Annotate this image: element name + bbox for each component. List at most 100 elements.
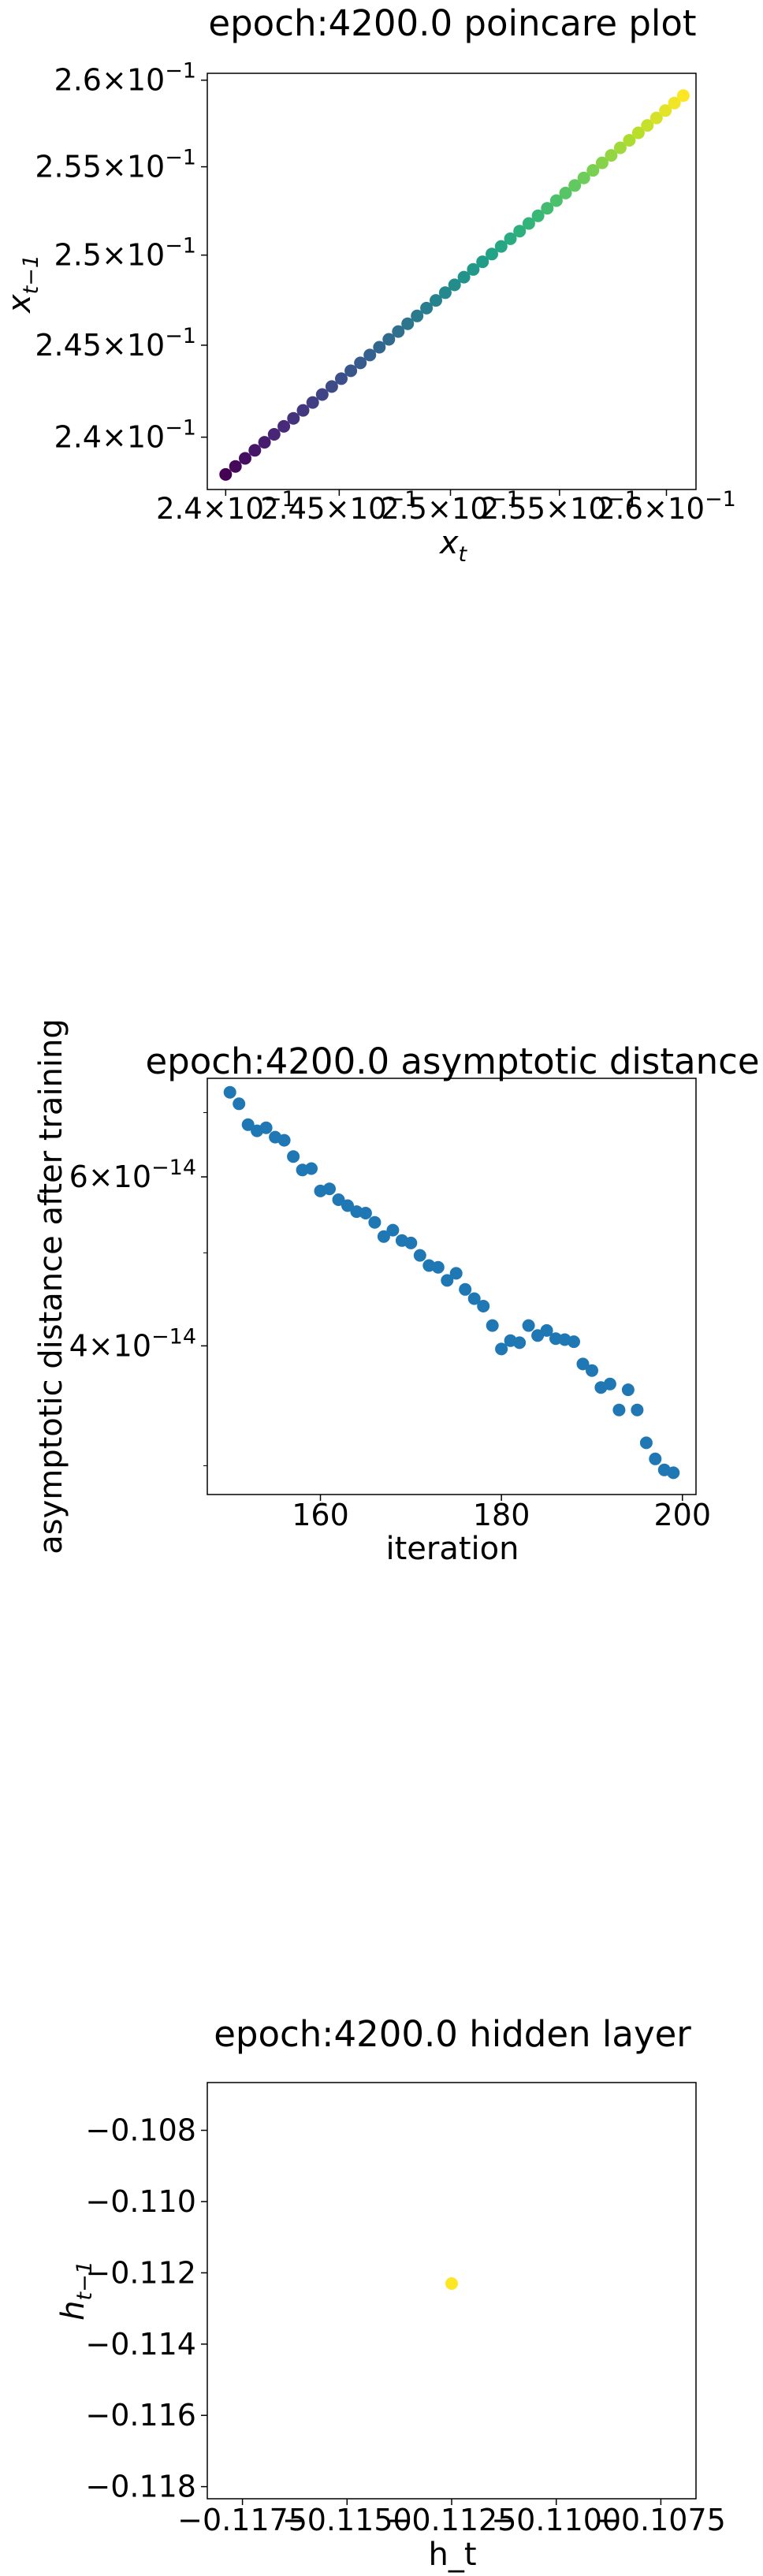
poincare-title: epoch:4200.0 poincare plot — [208, 2, 696, 44]
hidden-layer-x-ticks: −0.1175−0.1150−0.1125−0.1100−0.1075 — [177, 2499, 726, 2537]
asymptotic-point — [305, 1162, 318, 1175]
asymptotic-point — [621, 1383, 635, 1397]
hidden-layer-x-tick-label: −0.1175 — [177, 2503, 307, 2537]
poincare-y-label: xt−1 — [2, 255, 43, 315]
asymptotic-point — [603, 1377, 616, 1390]
asymptotic-x-tick-label: 200 — [654, 1498, 712, 1532]
poincare-point — [513, 225, 527, 238]
poincare-point — [392, 325, 405, 338]
poincare-y-ticks: 2.4×10−1 2.45×10−1 2.5×10−1 2.55×10−1 2.6×10… — [35, 59, 207, 455]
asymptotic-x-tick-label: 180 — [473, 1498, 530, 1532]
asymptotic-point — [277, 1134, 291, 1147]
poincare-point — [522, 217, 535, 230]
poincare-point — [649, 111, 663, 125]
poincare-point — [613, 141, 627, 154]
hidden-layer-y-ticks: −0.108 −0.110 −0.112 −0.114 −0.116 −0.118 — [85, 2113, 207, 2504]
poincare-point — [287, 411, 300, 425]
hidden-layer-y-tick-label: −0.118 — [85, 2470, 196, 2504]
poincare-point — [676, 89, 690, 102]
asymptotic-point — [568, 1335, 580, 1349]
asymptotic-point — [486, 1319, 499, 1332]
asymptotic-point — [639, 1436, 653, 1450]
hidden-layer-y-label: ht−1 — [55, 2261, 97, 2321]
poincare-point — [363, 348, 377, 362]
poincare-point — [631, 126, 645, 140]
asymptotic-point — [233, 1097, 246, 1111]
asymptotic-points — [223, 1085, 680, 1480]
asymptotic-point — [449, 1267, 463, 1280]
asymptotic-x-tick-label: 160 — [292, 1498, 349, 1532]
hidden-layer-y-tick-label: −0.112 — [85, 2255, 196, 2290]
poincare-point — [401, 317, 415, 330]
poincare-x-tick-label: 2.55×10−1 — [481, 487, 638, 526]
poincare-point — [486, 248, 498, 261]
poincare-point — [315, 388, 329, 401]
poincare-chart: epoch:4200.0 poincare plot 2.4×10−12.45×… — [2, 2, 736, 567]
poincare-point — [229, 460, 242, 473]
poincare-point — [595, 156, 609, 169]
asymptotic-point — [341, 1199, 354, 1212]
hidden-layer-title: epoch:4200.0 hidden layer — [214, 2013, 691, 2055]
asymptotic-point — [495, 1342, 508, 1356]
poincare-point — [623, 134, 636, 147]
poincare-points — [219, 89, 690, 481]
poincare-x-tick-label: 2.45×10−1 — [260, 487, 418, 526]
poincare-y-tick-label: 2.4×10−1 — [54, 416, 196, 455]
poincare-point — [494, 240, 508, 253]
poincare-point — [344, 364, 358, 378]
asymptotic-point — [241, 1118, 255, 1131]
poincare-point — [541, 202, 554, 215]
asymptotic-point — [377, 1230, 390, 1243]
asymptotic-point — [631, 1403, 644, 1416]
poincare-point — [586, 164, 600, 177]
poincare-point — [568, 179, 582, 192]
poincare-x-ticks: 2.4×10−12.45×10−12.5×10−12.55×10−12.6×10… — [156, 487, 736, 526]
asymptotic-y-tick-label: 6×10−14 — [69, 1156, 196, 1194]
poincare-point — [306, 396, 319, 409]
poincare-point — [476, 255, 489, 269]
asymptotic-point — [522, 1319, 535, 1332]
poincare-point — [668, 96, 681, 110]
asymptotic-point — [287, 1150, 300, 1163]
asymptotic-point — [332, 1193, 345, 1206]
poincare-x-tick-label: 2.6×10−1 — [597, 487, 736, 526]
asymptotic-point — [540, 1323, 553, 1337]
asymptotic-point — [431, 1260, 445, 1274]
poincare-point — [438, 286, 452, 300]
asymptotic-point — [612, 1403, 626, 1416]
asymptotic-plot-area — [207, 1078, 697, 1495]
hidden-layer-y-tick-label: −0.110 — [85, 2184, 196, 2219]
poincare-point — [641, 119, 654, 132]
asymptotic-point — [404, 1236, 418, 1249]
poincare-point — [335, 372, 348, 385]
hidden-layer-x-tick-label: −0.1125 — [387, 2503, 517, 2537]
asymptotic-point — [467, 1292, 481, 1305]
asymptotic-point — [386, 1223, 400, 1237]
poincare-point — [267, 428, 281, 441]
asymptotic-point — [359, 1207, 372, 1219]
poincare-point — [420, 301, 434, 315]
asymptotic-point — [667, 1466, 680, 1480]
hidden-layer-y-tick-label: −0.108 — [85, 2113, 196, 2148]
hidden-layer-plot-area — [207, 2082, 697, 2500]
poincare-point — [277, 419, 291, 433]
asymptotic-point — [413, 1249, 426, 1262]
asymptotic-point — [477, 1300, 490, 1312]
asymptotic-point — [259, 1121, 273, 1134]
poincare-point — [448, 278, 461, 292]
asymptotic-title: epoch:4200.0 asymptotic distance — [145, 1040, 759, 1082]
poincare-point — [296, 404, 310, 417]
asymptotic-point — [368, 1215, 382, 1229]
poincare-x-label: xt — [438, 525, 468, 567]
poincare-point — [411, 309, 424, 322]
hidden-layer-points — [445, 2277, 458, 2290]
asymptotic-x-ticks: 160 180 200 — [292, 1495, 711, 1532]
hidden-layer-x-tick-label: −0.1150 — [282, 2503, 412, 2537]
asymptotic-point — [513, 1336, 527, 1349]
poincare-point — [467, 262, 480, 276]
poincare-y-tick-label: 2.5×10−1 — [54, 234, 196, 273]
asymptotic-point — [223, 1085, 236, 1099]
asymptotic-point — [441, 1274, 454, 1287]
poincare-point — [549, 194, 563, 207]
